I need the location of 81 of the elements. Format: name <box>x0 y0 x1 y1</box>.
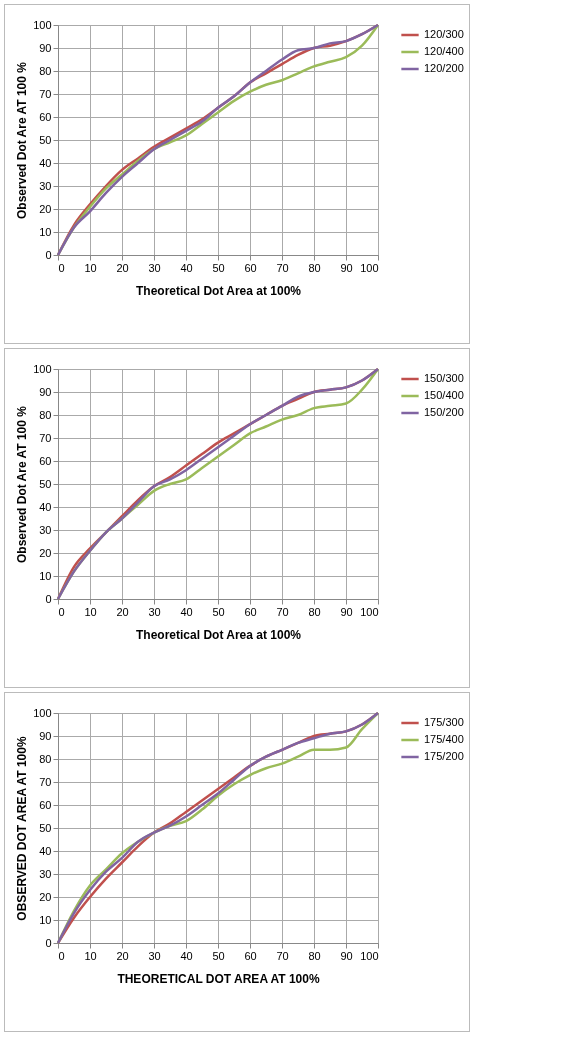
legend-label: 150/300 <box>424 372 464 384</box>
x-tick-label: 60 <box>244 261 257 274</box>
x-tick-label: 100 <box>360 949 379 962</box>
y-tick-label: 10 <box>39 225 52 238</box>
x-tick-label: 10 <box>84 949 97 962</box>
x-tick-label: 40 <box>180 949 193 962</box>
x-tick-label: 90 <box>340 949 353 962</box>
y-tick-label: 70 <box>39 87 52 100</box>
y-tick-label: 80 <box>39 408 52 421</box>
y-tick-label: 10 <box>39 569 52 582</box>
y-axis-title: Observed Dot Are AT 100 % <box>15 405 30 563</box>
x-tick-label: 100 <box>360 261 379 274</box>
x-tick-label: 20 <box>116 605 129 618</box>
y-tick-label: 30 <box>39 523 52 536</box>
y-tick-label: 60 <box>39 454 52 467</box>
y-tick-label: 100 <box>33 18 52 31</box>
y-tick-label: 60 <box>39 110 52 123</box>
legend-label: 120/200 <box>424 62 464 74</box>
x-axis-title: Theoretical Dot Area at 100% <box>136 627 302 642</box>
x-tick-label: 50 <box>212 949 225 962</box>
legend-label: 175/300 <box>424 716 464 728</box>
legend-label: 120/300 <box>424 28 464 40</box>
x-tick-label: 40 <box>180 605 193 618</box>
y-tick-label: 60 <box>39 798 52 811</box>
y-tick-label: 90 <box>39 385 52 398</box>
y-tick-label: 70 <box>39 431 52 444</box>
x-axis-title: Theoretical Dot Area at 100% <box>136 283 302 298</box>
x-tick-label: 80 <box>308 605 321 618</box>
x-tick-label: 10 <box>84 261 97 274</box>
y-tick-label: 100 <box>33 706 52 719</box>
legend-label: 175/200 <box>424 750 464 762</box>
y-tick-label: 20 <box>39 890 52 903</box>
x-tick-label: 80 <box>308 261 321 274</box>
y-tick-label: 40 <box>39 844 52 857</box>
y-tick-label: 10 <box>39 913 52 926</box>
x-tick-label: 20 <box>116 949 129 962</box>
y-tick-label: 50 <box>39 821 52 834</box>
y-tick-label: 90 <box>39 41 52 54</box>
y-tick-label: 0 <box>45 248 52 261</box>
x-tick-label: 80 <box>308 949 321 962</box>
y-tick-label: 40 <box>39 156 52 169</box>
y-tick-label: 50 <box>39 133 52 146</box>
y-axis-title: OBSERVED DOT AREA AT 100% <box>15 736 30 921</box>
x-tick-label: 20 <box>116 261 129 274</box>
y-tick-label: 20 <box>39 202 52 215</box>
y-tick-label: 30 <box>39 867 52 880</box>
x-axis-title: THEORETICAL DOT AREA AT 100% <box>117 971 320 986</box>
y-tick-label: 90 <box>39 729 52 742</box>
y-tick-label: 40 <box>39 500 52 513</box>
x-tick-label: 70 <box>276 949 289 962</box>
x-tick-label: 90 <box>340 605 353 618</box>
x-tick-label: 50 <box>212 605 225 618</box>
legend-label: 150/400 <box>424 389 464 401</box>
y-tick-label: 100 <box>33 362 52 375</box>
y-tick-label: 20 <box>39 546 52 559</box>
x-tick-label: 50 <box>212 261 225 274</box>
y-tick-label: 80 <box>39 64 52 77</box>
x-tick-label: 70 <box>276 261 289 274</box>
x-tick-label: 30 <box>148 261 161 274</box>
x-tick-label: 70 <box>276 605 289 618</box>
x-tick-label: 90 <box>340 261 353 274</box>
y-tick-label: 80 <box>39 752 52 765</box>
x-tick-label: 60 <box>244 605 257 618</box>
x-tick-label: 30 <box>148 605 161 618</box>
y-tick-label: 50 <box>39 477 52 490</box>
y-axis-title: Observed Dot Are AT 100 % <box>15 61 30 219</box>
x-tick-label: 100 <box>360 605 379 618</box>
x-tick-label: 60 <box>244 949 257 962</box>
y-tick-label: 0 <box>45 592 52 605</box>
legend-label: 150/200 <box>424 406 464 418</box>
x-tick-label: 0 <box>58 605 65 618</box>
y-tick-label: 0 <box>45 936 52 949</box>
legend-label: 175/400 <box>424 733 464 745</box>
y-tick-label: 30 <box>39 179 52 192</box>
x-tick-label: 0 <box>58 261 65 274</box>
x-tick-label: 10 <box>84 605 97 618</box>
x-tick-label: 0 <box>58 949 65 962</box>
legend-label: 120/400 <box>424 45 464 57</box>
y-tick-label: 70 <box>39 775 52 788</box>
x-tick-label: 30 <box>148 949 161 962</box>
x-tick-label: 40 <box>180 261 193 274</box>
